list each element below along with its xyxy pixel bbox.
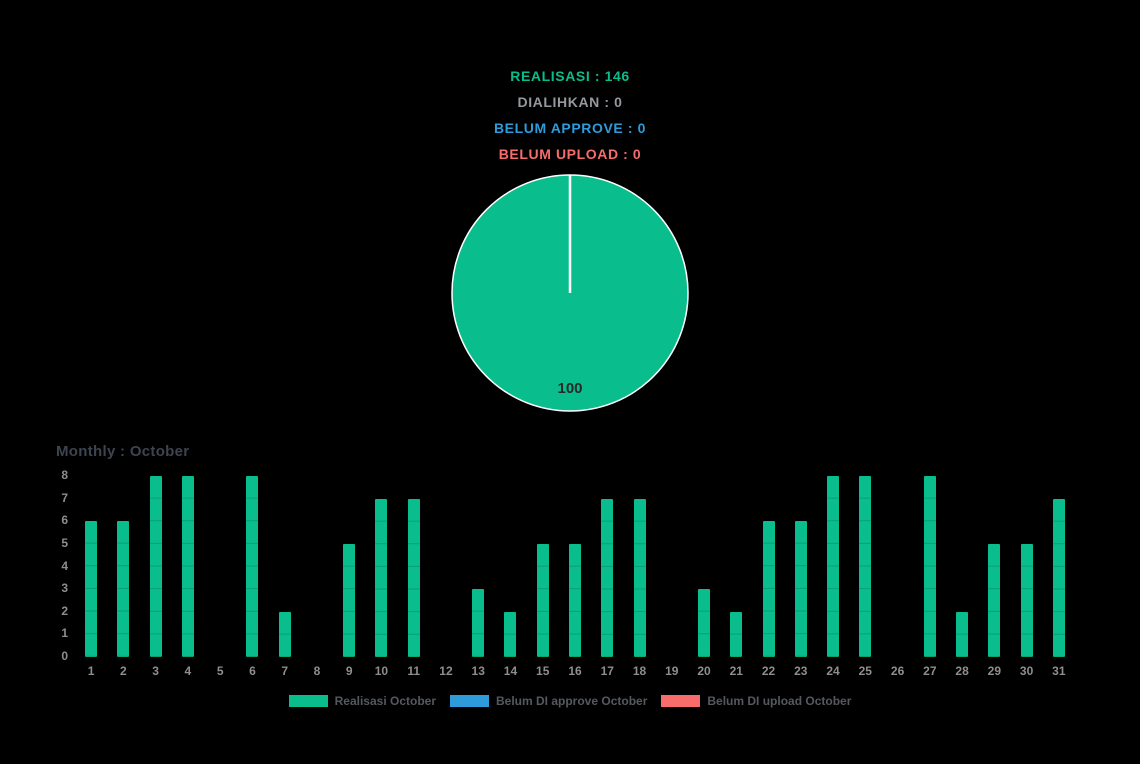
x-axis-tick-11: 11 (407, 664, 421, 678)
x-axis-tick-3: 3 (152, 664, 159, 678)
bar-day-6-series-0 (246, 476, 259, 657)
x-axis-tick-28: 28 (955, 664, 969, 678)
x-axis-tick-13: 13 (471, 664, 485, 678)
bar-day-2-series-0 (117, 521, 130, 657)
legend-item-1[interactable]: Realisasi October (288, 694, 436, 708)
legend-swatch-icon (450, 695, 489, 707)
legend-item-3[interactable]: Belum DI upload October (661, 694, 851, 708)
legend-label: Belum DI upload October (707, 694, 852, 708)
x-axis-tick-6: 6 (249, 664, 256, 678)
stat-belum-upload: BELUM UPLOAD : 0 (498, 146, 642, 162)
legend-label: Realisasi October (334, 694, 436, 708)
x-axis-tick-5: 5 (216, 664, 224, 678)
bar-chart-title: Monthly : October (56, 443, 190, 460)
x-axis-tick-26: 26 (890, 664, 905, 678)
chart-legend: Realisasi October Belum DI approve Octobe… (0, 694, 1140, 708)
x-axis-tick-12: 12 (439, 664, 453, 678)
x-axis-tick-17: 17 (600, 664, 614, 678)
x-axis-tick-31: 31 (1052, 664, 1066, 678)
x-axis-tick-1: 1 (87, 664, 95, 678)
bar-day-25-series-0 (859, 476, 872, 657)
legend-swatch-icon (661, 695, 701, 707)
x-axis-tick-22: 22 (761, 664, 776, 678)
bar-day-3-series-0 (149, 476, 162, 657)
bar-day-1-series-0 (85, 521, 98, 657)
y-axis-tick-6: 6 (61, 513, 68, 528)
x-axis-tick-25: 25 (858, 664, 872, 678)
summary-stats: REALISASI : 146 DIALIHKAN : 0 BELUM APPR… (0, 63, 1140, 167)
y-axis-tick-3: 3 (61, 581, 68, 596)
bar-day-18-series-0 (633, 498, 646, 657)
pie-data-label: 100 (557, 380, 583, 397)
y-axis-tick-7: 7 (61, 490, 68, 505)
x-axis-tick-2: 2 (120, 664, 127, 678)
x-axis-tick-21: 21 (729, 664, 743, 678)
x-axis-tick-29: 29 (987, 664, 1002, 678)
y-axis-tick-1: 1 (61, 626, 68, 641)
bar-day-11-series-0 (407, 498, 420, 657)
pie-chart[interactable] (448, 171, 692, 415)
x-axis-tick-14: 14 (503, 664, 518, 678)
x-axis-tick-4: 4 (184, 664, 192, 678)
x-axis-tick-24: 24 (826, 664, 840, 678)
bar-day-24-series-0 (827, 476, 840, 657)
bar-day-13-series-0 (472, 589, 485, 657)
stat-dialihkan: DIALIHKAN : 0 (517, 94, 623, 110)
legend-item-2[interactable]: Belum DI approve October (450, 694, 647, 708)
bar-day-22-series-0 (762, 521, 775, 657)
bar-day-14-series-0 (504, 611, 517, 657)
bar-day-20-series-0 (698, 589, 711, 657)
y-axis-tick-2: 2 (61, 603, 68, 618)
stat-realisasi: REALISASI : 146 (510, 68, 630, 84)
y-axis-tick-5: 5 (61, 535, 68, 550)
bar-day-9-series-0 (343, 543, 356, 657)
legend-label: Belum DI approve October (496, 694, 648, 708)
x-axis-tick-20: 20 (697, 664, 711, 678)
y-axis-tick-8: 8 (61, 468, 68, 482)
x-axis-tick-8: 8 (313, 664, 321, 678)
stat-belum-approve: BELUM APPROVE : 0 (493, 120, 647, 136)
y-axis-tick-4: 4 (61, 558, 68, 573)
bar-day-21-series-0 (730, 611, 743, 657)
bar-day-23-series-0 (794, 521, 807, 657)
x-axis-tick-27: 27 (923, 664, 937, 678)
bar-day-10-series-0 (375, 498, 388, 657)
bar-day-15-series-0 (536, 543, 549, 657)
y-axis-tick-0: 0 (61, 649, 68, 663)
x-axis-tick-23: 23 (794, 664, 808, 678)
x-axis-tick-30: 30 (1019, 664, 1034, 678)
x-axis-tick-10: 10 (374, 664, 389, 678)
legend-swatch-icon (288, 695, 328, 707)
bar-day-27-series-0 (923, 476, 936, 657)
bar-day-29-series-0 (988, 543, 1001, 657)
x-axis-tick-9: 9 (345, 664, 353, 678)
bar-day-16-series-0 (569, 543, 581, 657)
bar-day-17-series-0 (601, 498, 614, 657)
bar-day-28-series-0 (956, 611, 969, 657)
bar-day-30-series-0 (1020, 543, 1033, 657)
bar-day-7-series-0 (278, 611, 291, 657)
bar-day-31-series-0 (1052, 498, 1065, 657)
x-axis-tick-18: 18 (632, 664, 647, 678)
x-axis-tick-7: 7 (281, 664, 289, 678)
bar-day-4-series-0 (181, 476, 194, 657)
x-axis-tick-19: 19 (665, 664, 679, 678)
x-axis-tick-15: 15 (536, 664, 550, 678)
x-axis-tick-16: 16 (568, 664, 582, 678)
